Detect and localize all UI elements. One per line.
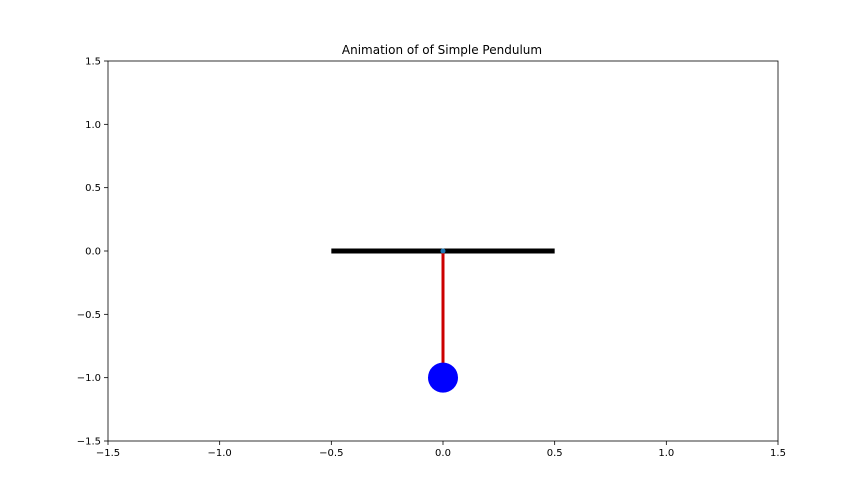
chart-title: Animation of of Simple Pendulum (342, 43, 542, 57)
plot-area (331, 248, 555, 393)
y-tick-label: 0.0 (85, 247, 101, 258)
y-tick-label: 0.5 (85, 183, 101, 194)
x-tick-label: 0.5 (547, 448, 563, 459)
y-tick-label: 1.0 (85, 120, 101, 131)
y-tick-label: 1.5 (85, 57, 101, 68)
pivot-point (440, 248, 446, 254)
x-tick-label: 1.0 (658, 448, 674, 459)
y-tick-label: −1.0 (77, 373, 101, 384)
x-tick-label: −1.0 (208, 448, 232, 459)
x-tick-label: 0.0 (435, 448, 451, 459)
axes: −1.5 −1.0 −0.5 0.0 0.5 1.0 1.5 1.5 1.0 0.5 0.0 −0.5… (77, 57, 786, 460)
x-tick-label: −0.5 (319, 448, 343, 459)
pendulum-bob (428, 362, 458, 393)
y-tick-label: −1.5 (77, 437, 101, 448)
y-tick-label: −0.5 (77, 310, 101, 321)
x-tick-label: −1.5 (96, 448, 120, 459)
x-tick-label: 1.5 (770, 448, 786, 459)
